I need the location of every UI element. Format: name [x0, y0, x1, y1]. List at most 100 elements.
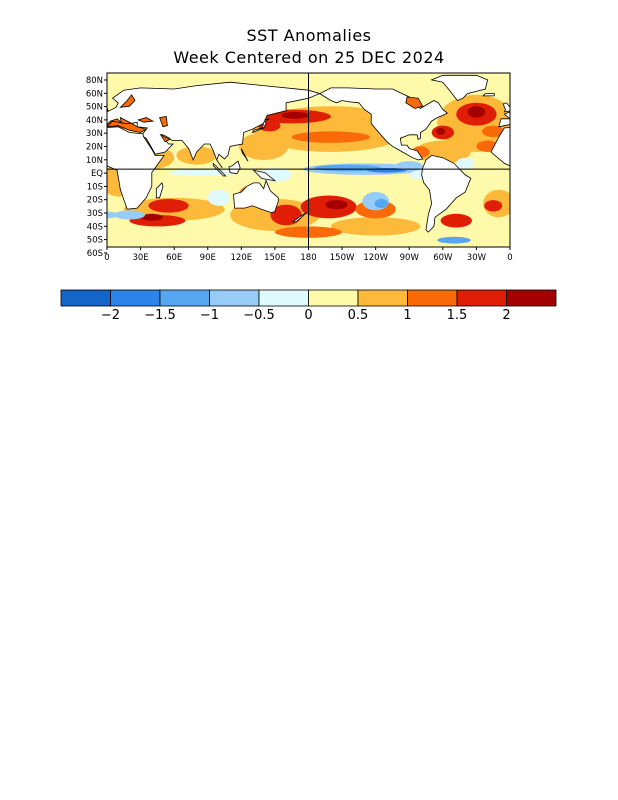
legend-bin [258, 289, 309, 307]
legend-bin [506, 289, 557, 307]
lon-tick-label: 0 [507, 253, 512, 263]
anomaly-patch [325, 200, 348, 210]
legend-tick-label: −2 [101, 308, 120, 323]
lon-tick-label: 180 [300, 253, 316, 263]
sea-mediterranean [107, 120, 148, 133]
land-sumatra [212, 162, 227, 177]
lon-tick-label: 0 [104, 253, 109, 263]
land-australia [233, 179, 279, 214]
legend-tick-label: −1.5 [144, 308, 176, 323]
legend-tick-label: 1.5 [447, 308, 468, 323]
anomaly-patch [467, 106, 486, 118]
reference-lines [107, 73, 510, 247]
latitude-axis: 80N 60N 50N 40N 30N 20N 10N EQ 10S 20S 30S 40S 50S 60… [86, 76, 107, 259]
land-europe-asia-wrap [498, 111, 510, 128]
land-greenland [430, 74, 489, 101]
land-uk-wrap [502, 102, 510, 113]
anomaly-patch [176, 146, 217, 165]
legend-ticks: −2 −1.5 −1 −0.5 0 0.5 1 1.5 2 [101, 308, 511, 323]
legend-tick-label: −1 [200, 308, 219, 323]
land-new-zealand [291, 212, 307, 223]
anomaly-patch [395, 161, 423, 171]
land-africa-wrap [490, 127, 510, 167]
lat-tick-label: 40S [87, 222, 103, 232]
lat-tick-label: EQ [91, 169, 103, 179]
map-subtitle: Week Centered on 25 DEC 2024 [173, 48, 445, 67]
lon-tick-label: 120W [363, 253, 388, 263]
lat-tick-label: 10N [86, 156, 103, 166]
legend-bin [209, 289, 260, 307]
legend-bin [357, 289, 408, 307]
lat-tick-label: 20N [86, 143, 103, 153]
longitude-axis: 0 30E 60E 90E 120E 150E 180 150W 120W 90W 60W 30W 0 [104, 247, 513, 263]
lon-tick-label: 30E [132, 253, 148, 263]
land-borneo [228, 160, 241, 175]
lon-tick-label: 60W [433, 253, 453, 263]
lat-tick-label: 80N [86, 76, 103, 86]
anomaly-patch [437, 236, 471, 244]
lat-tick-label: 40N [86, 116, 103, 126]
legend-bin [110, 289, 161, 307]
anomaly-patch [207, 189, 231, 206]
lat-tick-label: 30S [87, 209, 103, 219]
anomaly-patch [482, 125, 505, 138]
sea-hudson-bay [405, 96, 424, 109]
anomaly-patch [148, 198, 189, 213]
legend-bin [308, 289, 359, 307]
lon-tick-label: 150E [264, 253, 286, 263]
lat-tick-label: 30N [86, 129, 103, 139]
lat-tick-label: 50S [87, 236, 103, 246]
lat-tick-label: 10S [87, 182, 103, 192]
lon-tick-label: 90W [400, 253, 420, 263]
land-masses [107, 74, 510, 233]
sea-persian-gulf [159, 133, 171, 143]
anomaly-patch [330, 217, 421, 236]
lat-tick-label: 60S [87, 249, 103, 259]
lon-tick-label: 90E [200, 253, 216, 263]
anomaly-patch [291, 131, 371, 143]
sea-caspian [159, 116, 168, 128]
sea-black-sea [137, 117, 155, 123]
legend-tick-label: −0.5 [243, 308, 275, 323]
anomaly-patch [314, 164, 382, 172]
anomaly-patch [270, 204, 302, 226]
lat-tick-label: 50N [86, 103, 103, 113]
sst-anomaly-map: 80N 60N 50N 40N 30N 20N 10N EQ 10S 20S 30S 40S 50S 60… [86, 72, 513, 263]
anomaly-patch [113, 210, 146, 220]
lon-tick-label: 60E [166, 253, 182, 263]
land-iceland [482, 93, 495, 97]
legend-tick-label: 1 [403, 308, 411, 323]
lon-tick-label: 30W [467, 253, 487, 263]
land-philippines [240, 148, 249, 162]
legend-bin [159, 289, 210, 307]
lat-tick-label: 60N [86, 89, 103, 99]
legend-tick-label: 0.5 [348, 308, 369, 323]
anomaly-patch [456, 157, 475, 170]
lat-tick-label: 20S [87, 196, 103, 206]
anomaly-patch [436, 127, 446, 135]
land-america-south [421, 154, 472, 233]
legend-bin [60, 289, 111, 307]
anomaly-patch [484, 200, 503, 212]
anomaly-patch [308, 180, 354, 193]
color-legend: −2 −1.5 −1 −0.5 0 0.5 1 1.5 2 [60, 289, 557, 323]
legend-tick-label: 0 [304, 308, 312, 323]
land-madagascar [155, 182, 164, 199]
land-africa [107, 126, 165, 210]
anomaly-patch [239, 132, 289, 160]
anomaly-patch [140, 213, 163, 221]
land-new-guinea [252, 169, 277, 182]
anomaly-patch [281, 111, 309, 119]
legend-bins [60, 289, 557, 307]
legend-tick-label: 2 [502, 308, 510, 323]
lon-tick-label: 150W [330, 253, 355, 263]
map-title: SST Anomalies [246, 26, 372, 45]
sea-red-sea [142, 136, 156, 155]
anomaly-patch [107, 211, 119, 219]
legend-bin [407, 289, 458, 307]
lon-tick-label: 120E [231, 253, 253, 263]
land-japan [251, 118, 270, 134]
anomaly-patch [440, 213, 472, 228]
anomaly-patch [374, 198, 388, 209]
sea-baltic [119, 94, 136, 108]
